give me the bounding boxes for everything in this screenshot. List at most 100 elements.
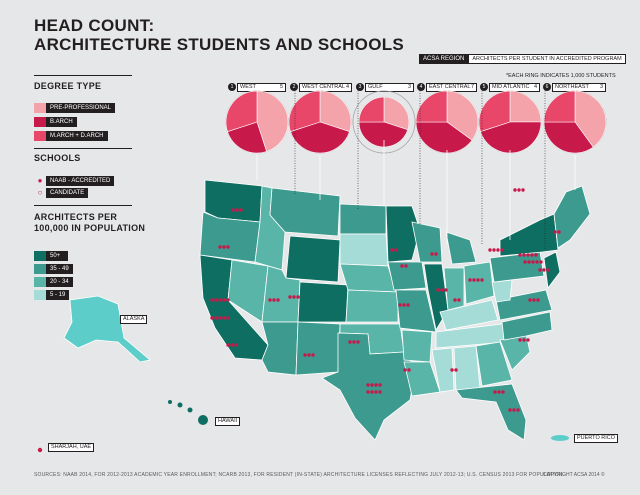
school-dot [526,338,530,342]
region-header-west-central: 2 WEST CENTRAL 4 [290,82,352,92]
pie-slice [358,96,385,123]
pie-slice [478,90,511,132]
pie-slice [415,90,448,123]
school-dot [450,368,454,372]
new-mexico-state [295,321,341,376]
legend-item-naab: ● NAAB - ACCREDITED [34,176,115,186]
pie-slice [446,90,479,141]
pie-slice [415,121,473,154]
school-dot [307,353,311,357]
sharjah-label: SHARJAH, UAE [48,443,95,452]
alaska-state [63,295,151,363]
texas-state [321,332,417,441]
sharjah-school-dot [37,447,43,453]
wisconsin-state [411,221,443,263]
school-dot [366,383,370,387]
hawaii-island-2 [177,402,183,408]
school-dot [530,253,534,257]
school-dot [214,316,218,320]
south-dakota-state [339,233,389,267]
swatch-march [34,131,46,141]
ohio-state [463,261,495,305]
region-name: WEST [240,83,256,90]
region-value: 3 [407,83,411,90]
puerto-rico-label: PUERTO RICO [574,434,618,443]
region-num: 3 [356,83,364,91]
sources-footer: SOURCES: NAAB 2014, FOR 2012-2013 ACADEM… [34,472,565,478]
school-dot [440,288,444,292]
pie-slice [358,121,409,148]
school-dot [218,245,222,249]
pie-slice [574,90,607,148]
school-dot [370,390,374,394]
school-dot [400,264,404,268]
region-name: NORTHEAST [555,83,589,90]
title-line-1: HEAD COUNT: [34,16,155,35]
pie-slice [480,121,542,154]
region-legend-bar: ACSA REGION ARCHITECTS PER STUDENT IN AC… [419,54,626,64]
region-value: 7 [470,83,474,90]
washington-state [204,179,263,223]
school-dot [226,298,230,302]
region-value: 4 [345,83,349,90]
school-dot [493,390,497,394]
school-dot [218,298,222,302]
school-dot [406,303,410,307]
school-dot [496,248,500,252]
hawaii-island-4 [198,415,208,425]
legend-label: 50+ [46,251,68,261]
school-dot [222,298,226,302]
school-dot [476,278,480,282]
pie-slice [383,96,410,131]
legend-item-candidate: ○ CANDIDATE [34,188,89,198]
school-dot [517,188,521,192]
school-dot [352,340,356,344]
region-connector-lines [256,140,576,245]
school-dot [402,303,406,307]
iowa-state [387,261,427,291]
new-york-state [499,213,559,257]
school-dot [230,343,234,347]
architects-heading-line-1: ARCHITECTS PER [34,212,118,222]
swatch-50plus [34,251,46,261]
school-dot [390,248,394,252]
swatch-barch [34,117,46,127]
school-dot [528,298,532,302]
school-dot [235,208,239,212]
school-dot [226,343,230,347]
school-dot [518,253,522,257]
region-value: 5 [279,83,283,90]
school-dot [534,253,538,257]
school-dot [210,298,214,302]
ring-note: *EACH RING INDICATES 1,000 STUDENTS [506,73,616,79]
west-virginia-state [491,279,513,303]
pie-slice [256,90,289,152]
school-dot [501,390,505,394]
pie-slice [509,90,542,123]
colorado-state [297,281,349,323]
pie-slice [290,121,350,154]
wyoming-state [285,235,341,283]
school-dot [497,390,501,394]
region-name: MID ATLANTIC [492,83,530,90]
new-jersey-maryland [543,251,561,290]
school-dot [407,368,411,372]
region-name: EAST CENTRAL [429,83,471,90]
new-england-states [553,185,591,249]
pie-slice [227,121,267,154]
school-dot [272,298,276,302]
school-dot [378,383,382,387]
school-dot [557,230,561,234]
region-pies [225,90,607,154]
school-dot [210,316,214,320]
school-dot [532,298,536,302]
school-dot [553,230,557,234]
north-dakota-state [339,203,387,235]
pie-slice [225,90,258,132]
school-dot [231,208,235,212]
region-header-east-central: 4 EAST CENTRAL 7 [417,82,477,92]
school-dot [288,295,292,299]
hawaii-island-3 [187,407,193,413]
legend-item-pre-professional: PRE-PROFESSIONAL [34,103,116,113]
school-dot [430,252,434,256]
